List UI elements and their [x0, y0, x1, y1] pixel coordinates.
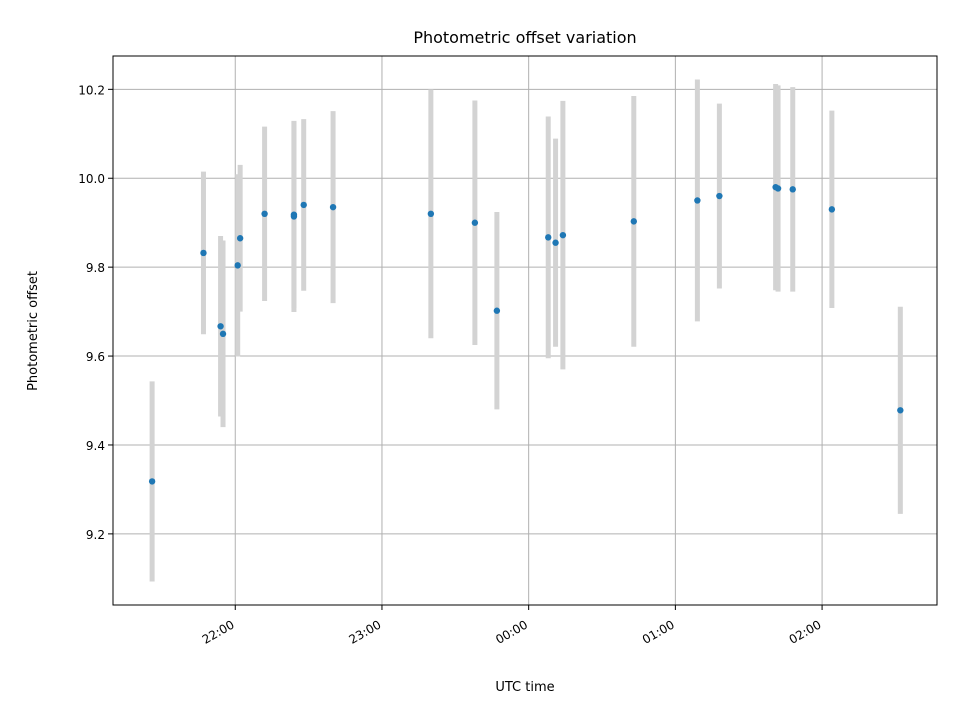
- y-tick-label: 9.2: [86, 528, 105, 542]
- data-point: [200, 249, 207, 257]
- y-tick-label: 10.0: [78, 172, 105, 186]
- y-tick-label: 9.8: [86, 261, 105, 275]
- data-point: [630, 218, 638, 225]
- y-tick-label: 9.6: [86, 350, 105, 364]
- data-point: [148, 478, 156, 485]
- data-points: [148, 183, 904, 485]
- data-point: [716, 192, 723, 200]
- data-point: [493, 307, 501, 314]
- data-point: [234, 262, 241, 269]
- x-axis-label: UTC time: [495, 680, 554, 695]
- data-point: [694, 197, 701, 204]
- y-axis-label: Photometric offset: [26, 271, 41, 391]
- x-tick-label: 01:00: [640, 617, 677, 646]
- y-tick-label: 9.4: [86, 439, 105, 453]
- data-point: [897, 407, 904, 414]
- data-point: [219, 330, 227, 338]
- data-point: [828, 206, 836, 213]
- axis-ticks: 22:00 23:00 00:00 01:00 02:00 9.2 9.4 9.6 9.8 10.…: [78, 83, 823, 647]
- data-point: [545, 234, 552, 241]
- chart-title: Photometric offset variation: [413, 28, 636, 47]
- data-point: [236, 235, 244, 242]
- data-point: [427, 210, 435, 218]
- y-tick-label: 10.2: [78, 83, 105, 97]
- x-tick-label: 00:00: [493, 617, 530, 646]
- data-point: [329, 203, 337, 211]
- x-tick-label: 23:00: [347, 617, 384, 646]
- x-tick-label: 02:00: [787, 617, 824, 646]
- grid-lines: [113, 56, 937, 605]
- data-point: [789, 186, 796, 193]
- data-point: [290, 213, 298, 220]
- plot-frame: [112, 55, 938, 606]
- error-bars: [149, 79, 903, 582]
- data-point: [217, 323, 224, 330]
- data-point: [552, 239, 559, 246]
- data-point: [300, 201, 307, 209]
- data-point: [261, 210, 268, 218]
- x-tick-label: 22:00: [200, 617, 237, 646]
- data-point: [559, 231, 567, 239]
- data-point: [471, 219, 479, 226]
- data-point: [774, 185, 782, 192]
